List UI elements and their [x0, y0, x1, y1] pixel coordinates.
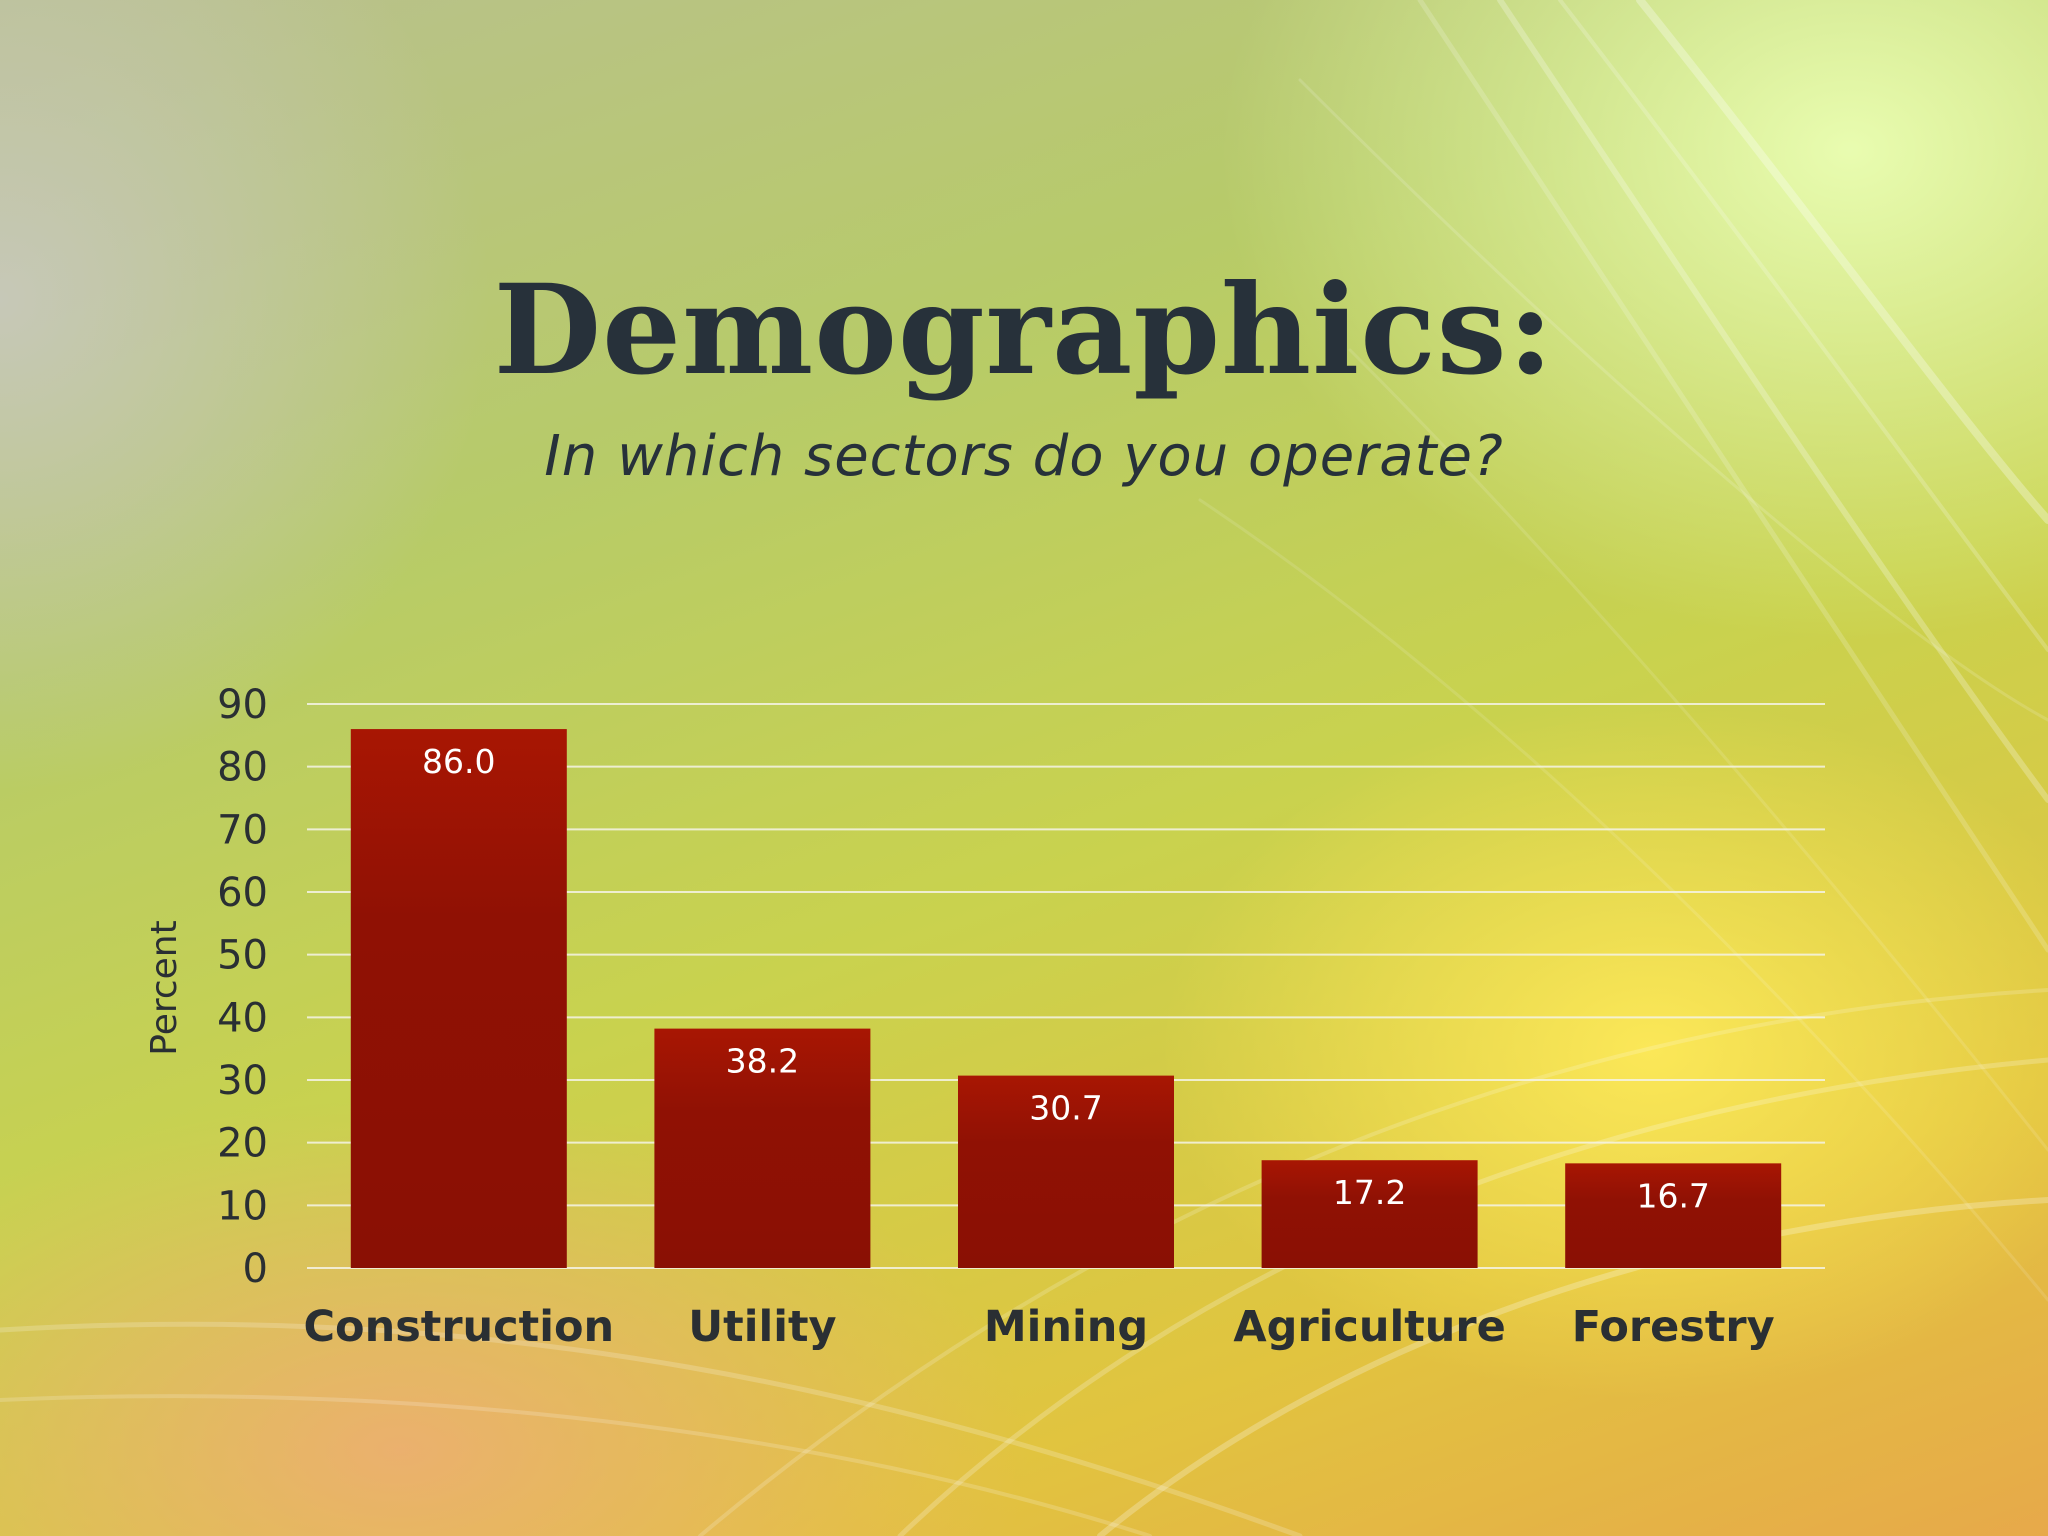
y-axis-ticks: 0 10 20 30 40 50 60 70 80 90	[217, 682, 268, 1292]
bar-value-label: 30.7	[1029, 1089, 1102, 1128]
y-tick-label: 80	[217, 745, 268, 791]
x-category-label: Utility	[688, 1302, 836, 1352]
bar-agriculture	[1261, 1160, 1478, 1268]
y-tick-label: 50	[217, 933, 268, 979]
bars: 86.0 38.2 30.7 17.2 16.7	[350, 729, 1782, 1268]
y-tick-label: 30	[217, 1058, 268, 1104]
bar-value-label: 16.7	[1636, 1176, 1709, 1215]
bar-value-label: 17.2	[1333, 1173, 1406, 1212]
y-tick-label: 20	[217, 1121, 268, 1167]
slide-subtitle: In which sectors do you operate?	[544, 424, 1504, 489]
y-tick-label: 0	[243, 1246, 268, 1292]
y-tick-label: 70	[217, 807, 268, 853]
x-axis-labels: Construction Utility Mining Agriculture Fore…	[303, 1302, 1774, 1352]
x-category-label: Mining	[984, 1302, 1148, 1352]
bar-value-label: 86.0	[422, 742, 495, 781]
y-axis-title: Percent	[144, 920, 185, 1055]
bar-forestry	[1565, 1163, 1782, 1268]
bar-mining	[958, 1075, 1174, 1268]
y-tick-label: 60	[217, 870, 268, 916]
x-category-label: Forestry	[1572, 1302, 1775, 1352]
slide-title: Demographics:	[493, 258, 1555, 403]
bar-value-label: 38.2	[726, 1042, 799, 1081]
y-tick-label: 10	[217, 1183, 268, 1229]
bar-utility	[654, 1028, 871, 1268]
bar-construction	[350, 729, 567, 1268]
y-tick-label: 40	[217, 995, 268, 1041]
y-tick-label: 90	[217, 682, 268, 728]
x-category-label: Agriculture	[1233, 1302, 1505, 1352]
x-category-label: Construction	[303, 1302, 614, 1352]
